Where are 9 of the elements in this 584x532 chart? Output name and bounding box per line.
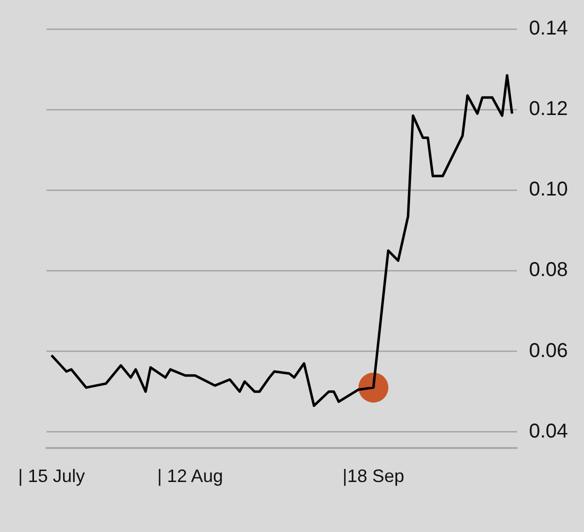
y-tick-label: 0.06 [529,340,568,362]
y-tick-label: 0.04 [529,420,568,442]
y-tick-label: 0.10 [529,178,568,201]
x-tick-label: |18 Sep [342,466,404,486]
y-tick-label: 0.12 [529,98,568,120]
y-tick-label: 0.08 [529,259,568,282]
y-tick-label: 0.14 [529,18,568,40]
x-tick-label: | 15 July [18,466,85,486]
x-tick-label: | 12 Aug [157,466,224,486]
